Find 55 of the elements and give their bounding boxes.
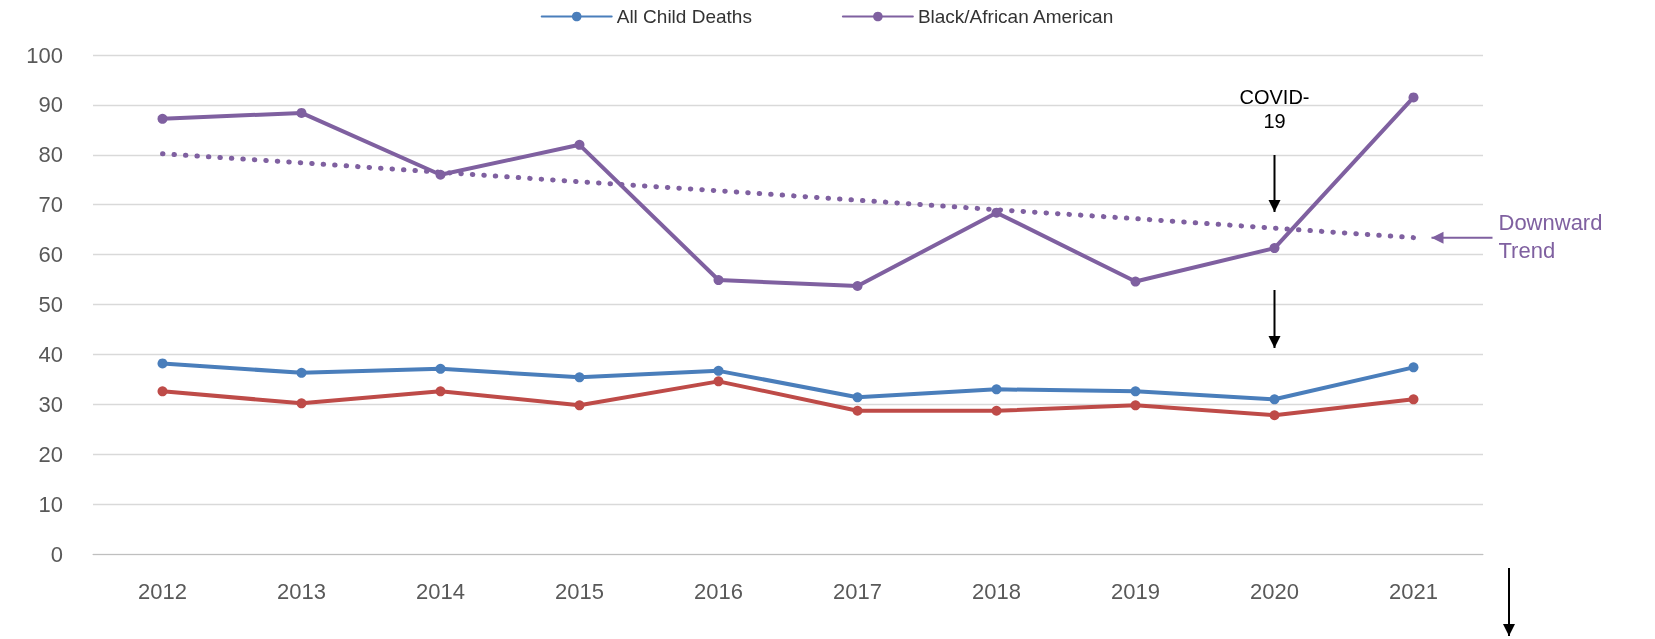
point	[574, 400, 585, 411]
point	[1130, 276, 1141, 287]
point	[1408, 394, 1419, 405]
x-tick-label: 2013	[277, 578, 326, 604]
point	[435, 363, 446, 374]
point	[991, 207, 1002, 218]
y-tick-label: 0	[50, 541, 63, 567]
point	[852, 281, 863, 292]
point	[574, 139, 585, 150]
point	[435, 169, 446, 180]
point	[157, 358, 168, 369]
point	[1130, 386, 1141, 397]
point	[1130, 400, 1141, 411]
y-tick-label: 90	[38, 92, 63, 118]
x-tick-label: 2021	[1389, 578, 1438, 604]
text: Downward Trend	[1498, 209, 1603, 263]
point	[713, 275, 724, 286]
point	[296, 367, 307, 378]
y-tick-label: 70	[38, 192, 63, 218]
x-tick-label: 2012	[138, 578, 187, 604]
x-tick-label: 2019	[1111, 578, 1160, 604]
point	[713, 365, 724, 376]
point	[991, 405, 1002, 416]
point	[1408, 92, 1419, 103]
x-tick-label: 2018	[972, 578, 1021, 604]
point	[713, 376, 724, 387]
point	[1408, 362, 1419, 373]
x-tick-label: 2015	[555, 578, 604, 604]
y-tick-label: 100	[26, 42, 63, 68]
legend-label: All Child Deaths	[616, 6, 752, 27]
x-tick-label: 2016	[694, 578, 743, 604]
legend-label: Black/African American	[917, 6, 1114, 27]
point	[1269, 394, 1280, 405]
point	[296, 398, 307, 409]
y-tick-label: 80	[38, 142, 63, 168]
y-tick-label: 40	[38, 341, 63, 367]
y-tick-label: 50	[38, 292, 63, 317]
y-tick-label: 60	[38, 242, 63, 268]
point	[1269, 243, 1280, 254]
y-tick-label: 30	[38, 391, 63, 417]
x-tick-label: 2020	[1250, 578, 1299, 604]
point	[1269, 410, 1280, 421]
point	[296, 107, 307, 118]
point	[157, 386, 168, 397]
annotation: COVID-19	[1239, 86, 1310, 132]
point	[157, 113, 168, 124]
y-tick-label: 20	[38, 441, 63, 467]
point	[852, 405, 863, 416]
point	[991, 384, 1002, 395]
point	[435, 386, 446, 397]
point	[574, 372, 585, 383]
point	[852, 392, 863, 403]
y-tick-label: 10	[38, 491, 63, 517]
x-tick-label: 2017	[833, 578, 882, 604]
x-tick-label: 2014	[416, 578, 465, 604]
